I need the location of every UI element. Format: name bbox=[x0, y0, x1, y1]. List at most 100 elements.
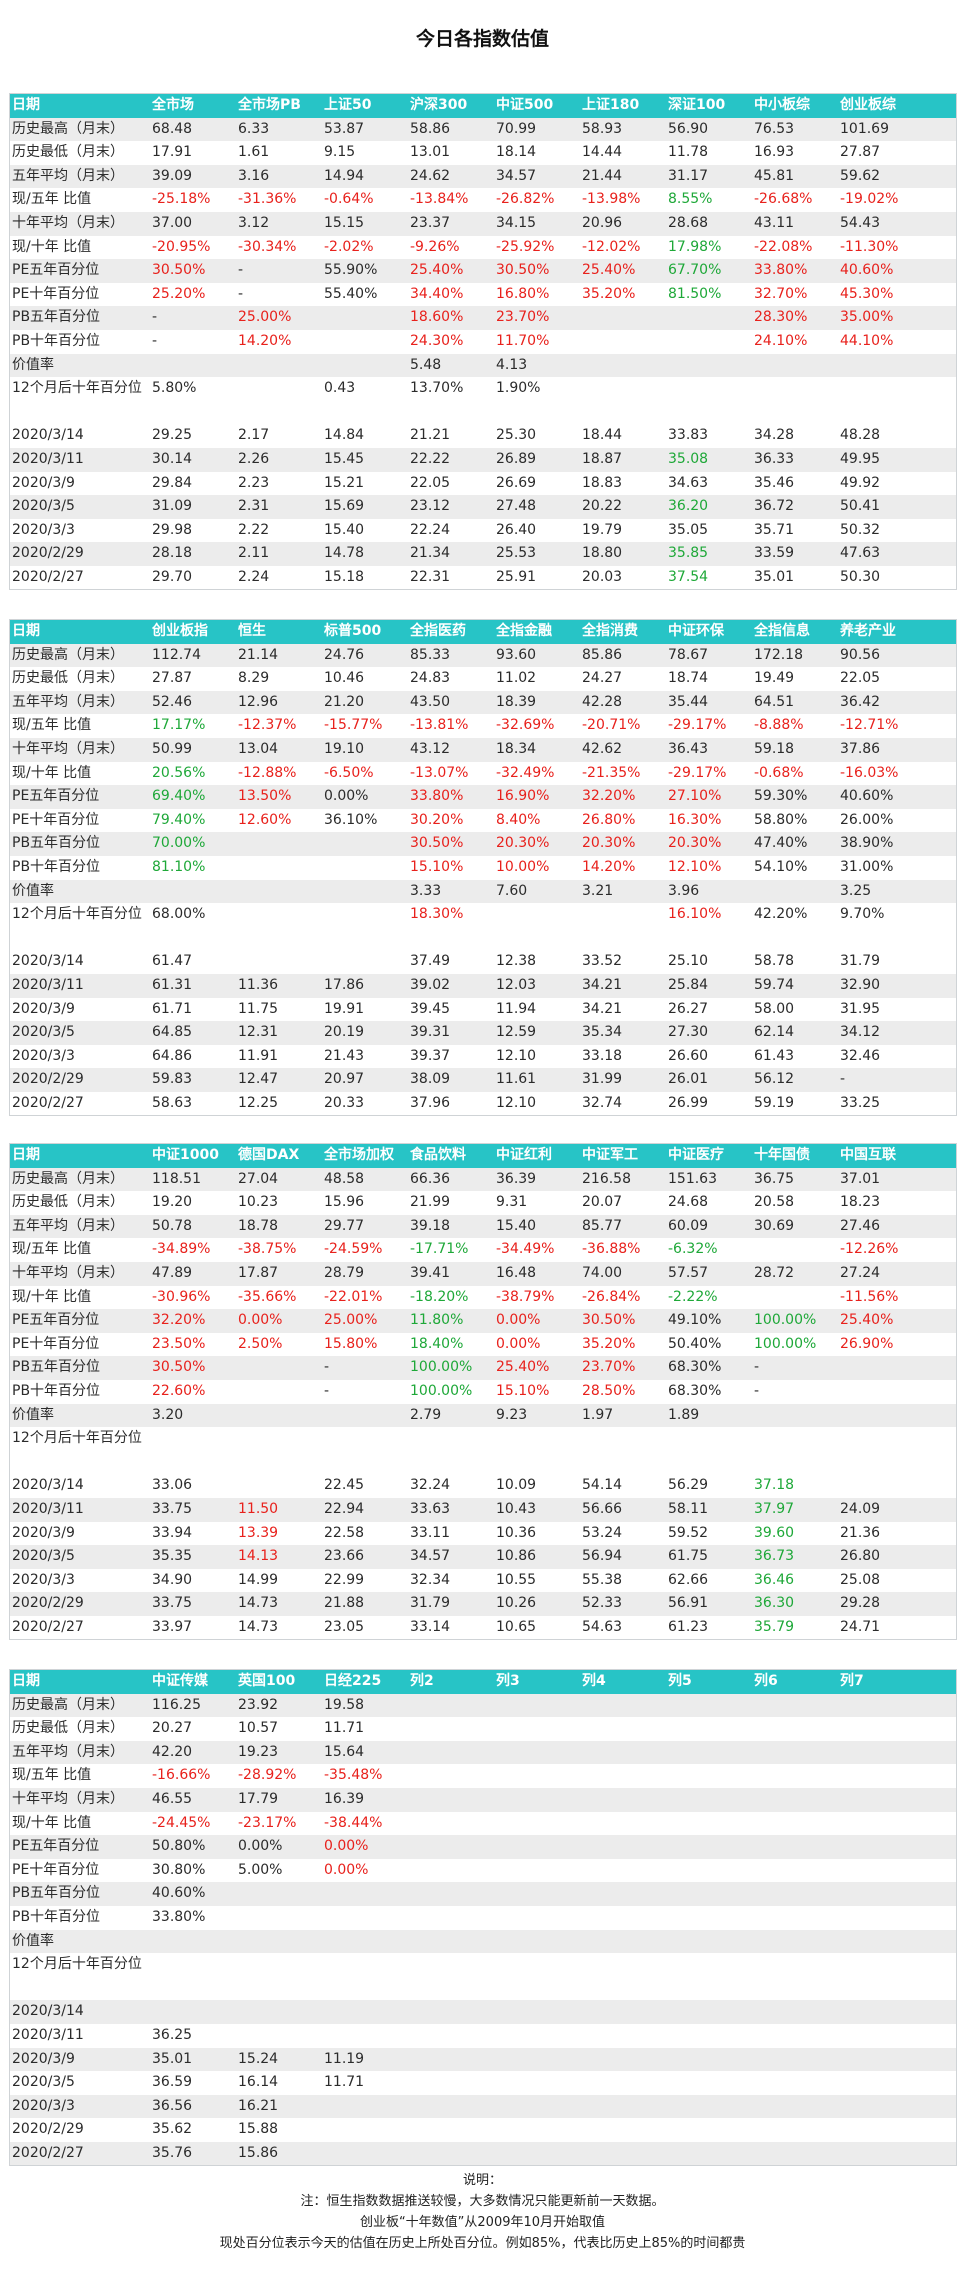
table-cell: 4.13 bbox=[496, 356, 528, 373]
table-header-row: 日期 创业板指 恒生 标普500 全指医药 全指金融 全指消费 中证环保 全指信息 养老产业 bbox=[10, 620, 956, 644]
table-cell: 35.34 bbox=[582, 1024, 623, 1041]
table-cell bbox=[838, 1882, 924, 1906]
table-cell: 29.28 bbox=[840, 1595, 881, 1612]
table-cell bbox=[494, 1427, 580, 1451]
table-cell: 12.60% bbox=[238, 811, 292, 828]
table-cell: 25.40% bbox=[582, 262, 636, 279]
table-cell: 112.74 bbox=[152, 646, 201, 663]
table-cell: 49.95 bbox=[840, 450, 881, 467]
table-cell bbox=[666, 2071, 752, 2095]
table-cell: 62.14 bbox=[754, 1024, 795, 1041]
table-cell bbox=[580, 306, 666, 330]
row-label: 2020/2/29 bbox=[12, 1595, 84, 1612]
table-cell: 14.20% bbox=[238, 332, 292, 349]
table-cell bbox=[580, 1812, 666, 1836]
row-label: 12个月后十年百分位 bbox=[12, 380, 142, 397]
table-cell bbox=[322, 1451, 408, 1475]
table-cell: 21.44 bbox=[582, 167, 623, 184]
table-cell: 11.36 bbox=[238, 976, 279, 993]
row-label: PE十年百分位 bbox=[12, 811, 100, 828]
row-label: PE五年百分位 bbox=[12, 1312, 100, 1329]
table-cell: 68.30% bbox=[668, 1359, 722, 1376]
table-cell: 15.10% bbox=[496, 1382, 550, 1399]
table-cell: 30.50% bbox=[582, 1312, 636, 1329]
table-cell: 58.63 bbox=[152, 1094, 193, 1111]
table-cell: 36.56 bbox=[152, 2097, 193, 2114]
table-cell bbox=[322, 2000, 408, 2024]
table-cell: 23.70% bbox=[496, 309, 550, 326]
table-cell: 18.23 bbox=[840, 1194, 881, 1211]
table-cell: 12.59 bbox=[496, 1024, 537, 1041]
table-cell: 101.69 bbox=[840, 120, 889, 137]
table-cell bbox=[580, 1977, 666, 2001]
table-cell bbox=[322, 2024, 408, 2048]
table-cell: -12.02% bbox=[582, 238, 641, 255]
table-cell bbox=[838, 1859, 924, 1883]
row-label: 五年平均（月末） bbox=[12, 1217, 124, 1234]
notes: 说明： 注：恒生指数数据推送较慢，大多数情况只能更新前一天数据。 创业板“十年数… bbox=[0, 2170, 965, 2254]
table-cell bbox=[494, 1859, 580, 1883]
table-cell bbox=[322, 2142, 408, 2166]
table-cell: 31.17 bbox=[668, 167, 709, 184]
row-label: 2020/3/3 bbox=[12, 1047, 75, 1064]
row-label: 2020/3/14 bbox=[12, 2003, 84, 2020]
row-label: 十年平均（月末） bbox=[12, 1264, 124, 1281]
table-cell bbox=[236, 1906, 322, 1930]
table-cell: 58.00 bbox=[754, 1000, 795, 1017]
table-cell: 11.80% bbox=[410, 1312, 464, 1329]
table-cell: 48.58 bbox=[324, 1170, 365, 1187]
row-label: 2020/2/27 bbox=[12, 1094, 84, 1111]
row-label: 五年平均（月末） bbox=[12, 167, 124, 184]
table-row: 2020/2/29 33.75 14.73 21.88 31.79 10.26 52.33 5… bbox=[10, 1592, 956, 1616]
table-row: PB十年百分位 - 14.20% 24.30% 11.70% 24.10% 44.10% bbox=[10, 330, 956, 354]
table-cell: 42.62 bbox=[582, 740, 623, 757]
column-header: 日期 bbox=[12, 623, 40, 639]
table-cell: -2.22% bbox=[668, 1288, 718, 1305]
table-cell: 36.39 bbox=[496, 1170, 537, 1187]
table-cell: 21.21 bbox=[410, 427, 451, 444]
table-cell: 24.71 bbox=[840, 1618, 881, 1635]
table-cell bbox=[580, 1835, 666, 1859]
table-row: 2020/3/5 36.59 16.14 11.71 bbox=[10, 2071, 956, 2095]
table-cell bbox=[408, 1906, 494, 1930]
table-cell: 37.18 bbox=[754, 1477, 795, 1494]
table-row: 十年平均（月末） 50.99 13.04 19.10 43.12 18.34 42.62 36… bbox=[10, 737, 956, 762]
table-row: PE十年百分位 79.40% 12.60% 36.10% 30.20% 8.40% 26.8… bbox=[10, 809, 956, 833]
table-row: PB十年百分位 22.60% - 100.00% 15.10% 28.50% 68.30% - bbox=[10, 1380, 956, 1404]
table-cell bbox=[494, 2071, 580, 2095]
table-cell: 36.42 bbox=[840, 693, 881, 710]
table-cell: 26.00% bbox=[840, 811, 894, 828]
table-cell bbox=[752, 1427, 838, 1451]
table-cell bbox=[494, 2118, 580, 2142]
table-cell bbox=[666, 1427, 752, 1451]
column-header: 全指信息 bbox=[754, 623, 810, 639]
column-header: 中证传媒 bbox=[152, 1673, 208, 1689]
table-cell: 30.69 bbox=[754, 1217, 795, 1234]
table-cell bbox=[666, 377, 752, 401]
table-cell bbox=[236, 880, 322, 904]
table-cell bbox=[408, 2095, 494, 2119]
table-cell: 37.54 bbox=[668, 568, 709, 585]
table-cell: 61.31 bbox=[152, 976, 193, 993]
table-cell: 1.97 bbox=[582, 1406, 614, 1423]
row-label: 2020/3/11 bbox=[12, 1500, 84, 1517]
row-label: 价值率 bbox=[12, 356, 54, 373]
table-row: 历史最高（月末） 68.48 6.33 53.87 58.86 70.99 58.93 56.… bbox=[10, 117, 956, 142]
table-cell: 33.18 bbox=[582, 1047, 623, 1064]
table-cell: 2.31 bbox=[238, 498, 270, 515]
table-cell: -12.37% bbox=[238, 717, 297, 734]
table-cell: 31.79 bbox=[410, 1595, 451, 1612]
table-row: 2020/3/14 bbox=[10, 2000, 956, 2024]
table-cell: 5.80% bbox=[152, 380, 197, 397]
table-cell: -13.07% bbox=[410, 764, 469, 781]
table-header-row: 日期 中证传媒 英国100 日经225 列2 列3 列4 列5 列6 列7 bbox=[10, 1670, 956, 1694]
table-cell bbox=[752, 880, 838, 904]
table-cell: 19.58 bbox=[324, 1696, 365, 1713]
table-row: 价值率 3.33 7.60 3.21 3.96 3.25 bbox=[10, 879, 956, 904]
table-cell bbox=[150, 1427, 236, 1451]
row-label: 现/十年 比值 bbox=[12, 238, 92, 255]
table-cell: 28.79 bbox=[324, 1264, 365, 1281]
table-cell: 50.40% bbox=[668, 1335, 722, 1352]
table-cell: -0.64% bbox=[324, 191, 374, 208]
table-cell: 14.73 bbox=[238, 1618, 279, 1635]
